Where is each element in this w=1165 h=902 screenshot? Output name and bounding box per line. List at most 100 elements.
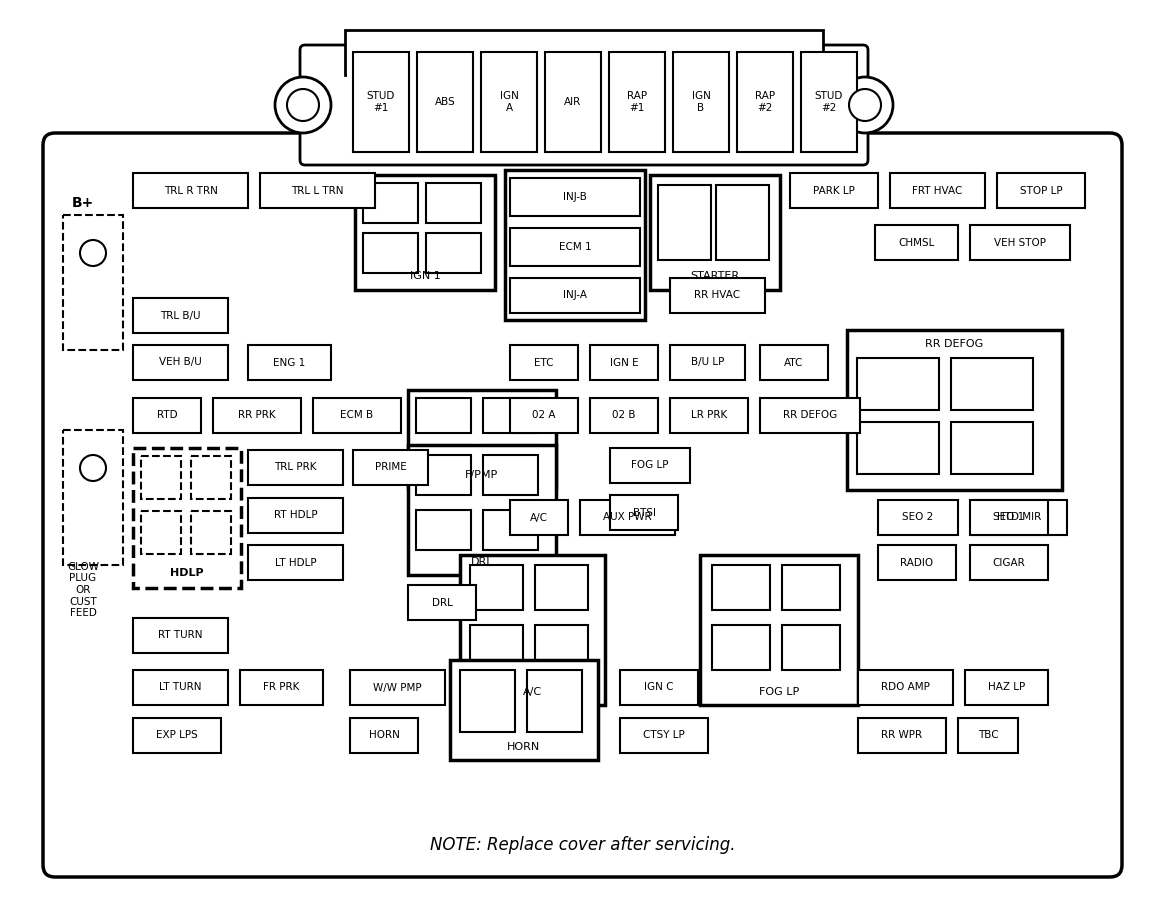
Bar xyxy=(350,670,445,705)
Text: ATC: ATC xyxy=(784,357,804,367)
Bar xyxy=(363,183,418,223)
Text: ETC: ETC xyxy=(535,357,553,367)
Bar xyxy=(958,718,1018,753)
Bar xyxy=(589,398,658,433)
Text: TRL R TRN: TRL R TRN xyxy=(163,186,218,196)
Text: RR PRK: RR PRK xyxy=(238,410,276,420)
Bar xyxy=(878,500,958,535)
Circle shape xyxy=(275,77,331,133)
Bar xyxy=(408,585,476,620)
Text: INJ-A: INJ-A xyxy=(563,290,587,300)
Bar xyxy=(970,225,1069,260)
Text: RDO AMP: RDO AMP xyxy=(881,683,930,693)
Bar xyxy=(610,448,690,483)
Bar xyxy=(875,225,958,260)
Text: DRL: DRL xyxy=(471,557,493,567)
Bar xyxy=(353,52,409,152)
Text: VEH STOP: VEH STOP xyxy=(994,237,1046,247)
Bar xyxy=(760,398,860,433)
Circle shape xyxy=(287,89,319,121)
Text: VEH B/U: VEH B/U xyxy=(160,357,202,367)
Bar xyxy=(363,233,418,273)
Text: RT HDLP: RT HDLP xyxy=(274,511,317,520)
Bar xyxy=(589,345,658,380)
Text: STUD
#2: STUD #2 xyxy=(814,91,843,113)
Circle shape xyxy=(836,77,894,133)
Text: HORN: HORN xyxy=(368,731,400,741)
Bar xyxy=(782,565,840,610)
Bar xyxy=(737,52,793,152)
Bar xyxy=(353,450,428,485)
Text: GLOW
PLUG
OR
CUST
FEED: GLOW PLUG OR CUST FEED xyxy=(68,562,99,618)
Bar xyxy=(609,52,665,152)
Circle shape xyxy=(80,240,106,266)
Bar xyxy=(510,500,569,535)
Text: DRL: DRL xyxy=(431,597,452,608)
Text: HAZ LP: HAZ LP xyxy=(988,683,1025,693)
Bar xyxy=(469,565,523,610)
Bar xyxy=(133,618,228,653)
Text: CTSY LP: CTSY LP xyxy=(643,731,685,741)
Bar xyxy=(504,170,645,320)
Text: TRL PRK: TRL PRK xyxy=(274,463,317,473)
Bar xyxy=(133,173,248,208)
Text: RR HVAC: RR HVAC xyxy=(694,290,741,300)
Text: ECM B: ECM B xyxy=(340,410,374,420)
Bar xyxy=(416,398,471,433)
Bar xyxy=(133,448,241,588)
Bar xyxy=(248,498,343,533)
Text: RT TURN: RT TURN xyxy=(158,630,203,640)
Bar xyxy=(416,455,471,495)
Bar xyxy=(133,718,221,753)
Bar xyxy=(650,175,781,290)
Bar xyxy=(460,555,605,705)
Text: AUX PWR: AUX PWR xyxy=(603,512,651,522)
Text: A/C: A/C xyxy=(523,687,542,697)
Bar xyxy=(700,555,857,705)
Bar xyxy=(133,345,228,380)
Text: HDLP: HDLP xyxy=(170,568,204,578)
Text: FOG LP: FOG LP xyxy=(758,687,799,697)
Bar xyxy=(670,398,748,433)
Bar xyxy=(133,398,202,433)
Text: NOTE: Replace cover after servicing.: NOTE: Replace cover after servicing. xyxy=(430,836,735,854)
Text: A/C: A/C xyxy=(530,512,548,522)
Text: RR DEFOG: RR DEFOG xyxy=(783,410,838,420)
Text: PRIME: PRIME xyxy=(375,463,407,473)
Text: B/U LP: B/U LP xyxy=(691,357,725,367)
Bar xyxy=(673,52,729,152)
Text: RAP
#2: RAP #2 xyxy=(755,91,775,113)
Text: ECM 1: ECM 1 xyxy=(559,242,592,252)
Bar xyxy=(890,173,984,208)
Text: CHMSL: CHMSL xyxy=(898,237,934,247)
Bar xyxy=(510,398,578,433)
Bar xyxy=(191,456,231,499)
Bar xyxy=(972,500,1067,535)
Text: IGN 1: IGN 1 xyxy=(410,271,440,281)
Bar xyxy=(481,52,537,152)
Text: LT TURN: LT TURN xyxy=(160,683,202,693)
Bar xyxy=(345,30,822,75)
Bar xyxy=(416,445,471,480)
Text: ENG 1: ENG 1 xyxy=(274,357,305,367)
Text: W/W PMP: W/W PMP xyxy=(373,683,422,693)
Bar xyxy=(951,422,1033,474)
Text: FRT HVAC: FRT HVAC xyxy=(912,186,962,196)
Bar xyxy=(133,298,228,333)
Text: RAP
#1: RAP #1 xyxy=(627,91,647,113)
Bar xyxy=(460,670,515,732)
Text: 02 A: 02 A xyxy=(532,410,556,420)
Bar xyxy=(610,495,678,530)
Text: ABS: ABS xyxy=(435,97,456,107)
Bar xyxy=(133,670,228,705)
Text: IGN
B: IGN B xyxy=(692,91,711,113)
Bar xyxy=(240,670,323,705)
Bar xyxy=(997,173,1085,208)
Bar xyxy=(712,565,770,610)
Bar xyxy=(483,510,538,550)
Circle shape xyxy=(849,89,881,121)
Text: HTD MIR: HTD MIR xyxy=(997,512,1042,522)
Text: IGN E: IGN E xyxy=(609,357,638,367)
Bar xyxy=(248,450,343,485)
Text: 02 B: 02 B xyxy=(613,410,636,420)
